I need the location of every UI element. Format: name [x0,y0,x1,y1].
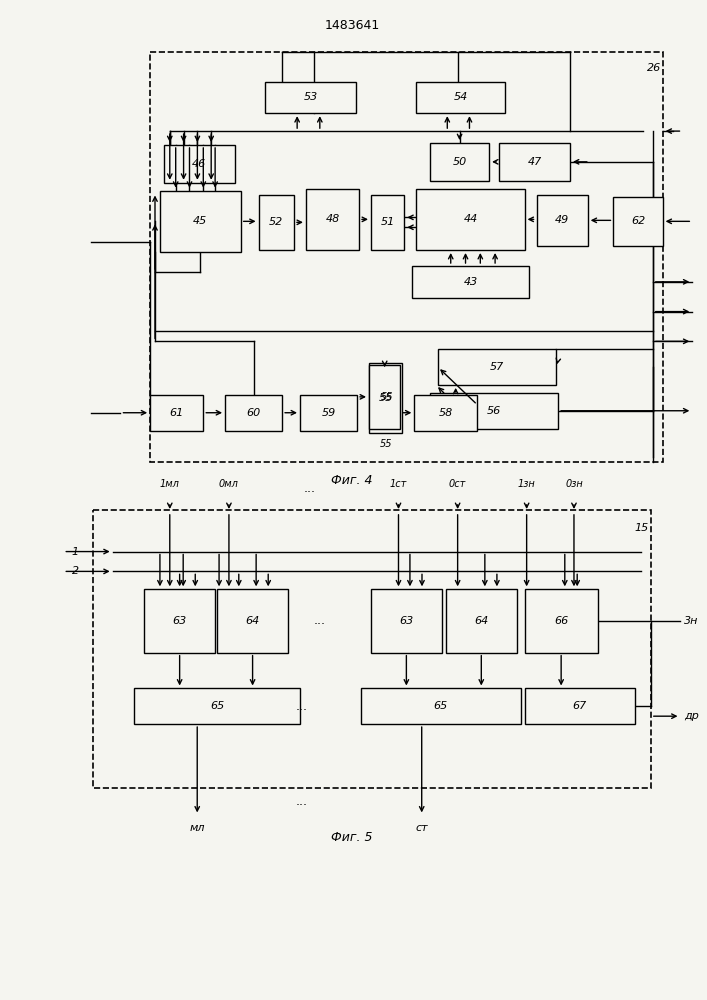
Text: 1мл: 1мл [160,479,180,489]
Text: 0мл: 0мл [219,479,239,489]
Text: ...: ... [296,795,308,808]
Bar [416,82,505,113]
Bar [371,195,404,250]
Text: 55: 55 [380,439,392,449]
Bar [265,82,356,113]
Bar [225,395,282,431]
Text: 50: 50 [452,157,467,167]
Text: ст: ст [416,823,428,833]
Text: 3н: 3н [684,616,699,626]
Bar [371,589,442,653]
Text: 1: 1 [71,547,78,557]
Bar [217,589,288,653]
Text: 43: 43 [463,277,478,287]
Text: др: др [684,711,699,721]
Text: 26: 26 [646,63,661,73]
Bar [150,395,204,431]
Bar [430,143,489,181]
Text: 55: 55 [380,392,393,402]
Text: 49: 49 [555,215,569,225]
Text: 15: 15 [635,523,649,533]
Bar [430,393,559,429]
Bar [499,143,570,181]
Text: 59: 59 [322,408,336,418]
Text: 0ст: 0ст [449,479,466,489]
Text: 62: 62 [631,216,645,226]
Bar [446,589,517,653]
Text: 55: 55 [378,393,393,403]
Text: Фиг. 5: Фиг. 5 [332,831,373,844]
Bar [259,195,294,250]
Bar [414,395,477,431]
Bar [412,266,529,298]
Text: 63: 63 [399,616,414,626]
Text: 65: 65 [210,701,224,711]
Text: 52: 52 [269,217,284,227]
Text: 1483641: 1483641 [325,19,380,32]
Bar [369,363,402,433]
Text: 65: 65 [434,701,448,711]
Text: 61: 61 [170,408,184,418]
Text: 64: 64 [245,616,259,626]
Text: 53: 53 [303,92,318,102]
Bar [134,688,300,724]
Text: мл: мл [189,823,205,833]
Text: Фиг. 4: Фиг. 4 [332,474,373,487]
Text: 0зн: 0зн [565,479,583,489]
Text: 1зн: 1зн [518,479,535,489]
Text: 44: 44 [463,214,478,224]
Text: 2: 2 [71,566,78,576]
Text: 1ст: 1ст [390,479,407,489]
Bar [438,349,556,385]
Bar [361,688,521,724]
Bar [525,589,597,653]
Text: 67: 67 [573,701,587,711]
Text: 54: 54 [453,92,468,102]
Text: ...: ... [296,700,308,713]
Bar [144,589,215,653]
Bar [93,510,651,788]
Text: ...: ... [304,482,316,495]
Bar [300,395,357,431]
Text: 63: 63 [173,616,187,626]
Text: 66: 66 [554,616,568,626]
Bar [164,145,235,183]
Text: 46: 46 [192,159,206,169]
Bar [306,189,359,250]
Bar [150,52,662,462]
Text: ...: ... [314,614,326,627]
Text: 56: 56 [487,406,501,416]
Bar [614,197,662,246]
Text: ...: ... [466,277,475,287]
Bar [369,365,400,429]
Text: 60: 60 [247,408,261,418]
Text: 45: 45 [193,216,207,226]
Bar [416,189,525,250]
Text: 58: 58 [438,408,453,418]
Bar [537,195,588,246]
Text: 47: 47 [527,157,542,167]
Text: 57: 57 [490,362,504,372]
Text: 64: 64 [474,616,489,626]
Bar [525,688,635,724]
Bar [160,191,241,252]
Text: 48: 48 [325,214,339,224]
Text: 51: 51 [380,217,395,227]
